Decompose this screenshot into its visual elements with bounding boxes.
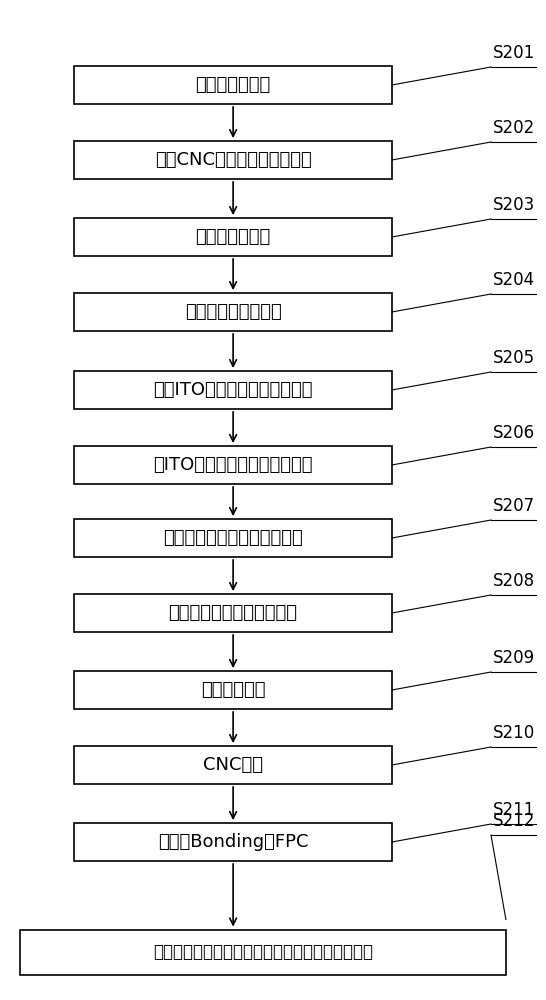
Text: 切割玻璃基板: 切割玻璃基板 [201, 681, 265, 699]
FancyBboxPatch shape [74, 293, 392, 331]
FancyBboxPatch shape [74, 446, 392, 484]
FancyBboxPatch shape [74, 746, 392, 784]
Text: S207: S207 [493, 497, 535, 515]
Text: 电镀ITO导电薄膜至该玻璃基板: 电镀ITO导电薄膜至该玻璃基板 [153, 381, 313, 399]
Text: 在该玻璃基板上电镀一金属层: 在该玻璃基板上电镀一金属层 [163, 529, 303, 547]
FancyBboxPatch shape [74, 141, 392, 179]
Text: S210: S210 [493, 724, 535, 742]
FancyBboxPatch shape [74, 66, 392, 104]
Text: S204: S204 [493, 271, 535, 289]
Text: 首次CNC外型加工该玻璃基板: 首次CNC外型加工该玻璃基板 [155, 151, 311, 169]
Text: 粘接（Bonding）FPC: 粘接（Bonding）FPC [158, 833, 308, 851]
Text: S212: S212 [493, 812, 536, 830]
FancyBboxPatch shape [74, 671, 392, 709]
FancyBboxPatch shape [20, 930, 506, 974]
Text: CNC磨边: CNC磨边 [203, 756, 263, 774]
Text: S201: S201 [493, 44, 535, 62]
Text: 组装该单层电容式触摸屏至一手机或平板电脑模组: 组装该单层电容式触摸屏至一手机或平板电脑模组 [153, 943, 373, 961]
FancyBboxPatch shape [74, 823, 392, 861]
Text: S205: S205 [493, 349, 535, 367]
Text: S209: S209 [493, 649, 535, 667]
Text: 提供一玻璃基板: 提供一玻璃基板 [195, 76, 271, 94]
Text: 强化该玻璃基板: 强化该玻璃基板 [195, 228, 271, 246]
Text: S211: S211 [493, 801, 536, 819]
Text: 在该金属层上制作导电线路: 在该金属层上制作导电线路 [169, 604, 298, 622]
FancyBboxPatch shape [74, 519, 392, 557]
FancyBboxPatch shape [74, 371, 392, 409]
Text: S208: S208 [493, 572, 535, 590]
FancyBboxPatch shape [74, 594, 392, 632]
Text: S206: S206 [493, 424, 535, 442]
Text: S202: S202 [493, 119, 535, 137]
FancyBboxPatch shape [74, 218, 392, 256]
Text: S203: S203 [493, 196, 535, 214]
Text: 在ITO导电薄膜上制作电极图案: 在ITO导电薄膜上制作电极图案 [153, 456, 313, 474]
Text: 表面处理该玻璃基板: 表面处理该玻璃基板 [185, 303, 282, 321]
